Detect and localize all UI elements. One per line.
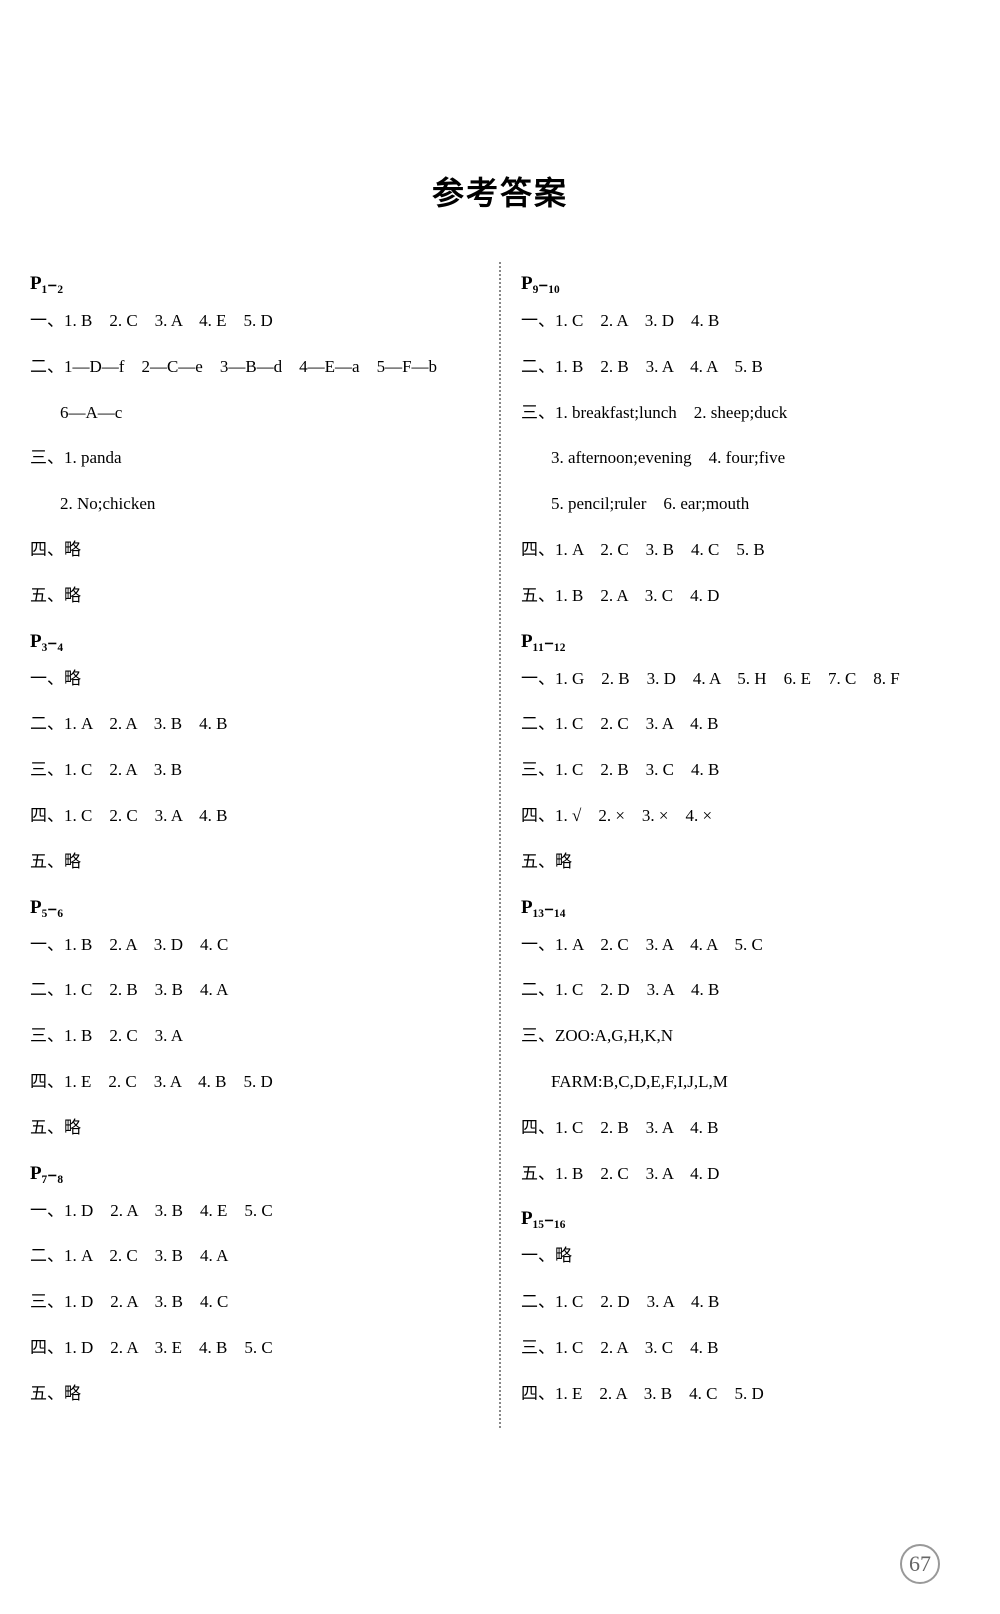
- section-p13-14-header: P₁₃₋₁₄: [521, 896, 970, 919]
- answer-line: 三、1. C 2. B 3. C 4. B: [521, 758, 970, 782]
- section-p7-8-header: P₇₋₈: [30, 1162, 479, 1185]
- answer-line: 四、1. A 2. C 3. B 4. C 5. B: [521, 538, 970, 562]
- page-title: 参考答案: [0, 168, 1000, 214]
- answer-line: FARM:B,C,D,E,F,I,J,L,M: [521, 1070, 970, 1094]
- answer-line: 五、略: [30, 1116, 479, 1140]
- answer-line: 一、1. G 2. B 3. D 4. A 5. H 6. E 7. C 8. …: [521, 667, 970, 691]
- section-p3-4-header: P₃₋₄: [30, 630, 479, 653]
- answer-line: 二、1—D—f 2—C—e 3—B—d 4—E—a 5—F—b: [30, 355, 479, 379]
- answer-line: 一、1. C 2. A 3. D 4. B: [521, 309, 970, 333]
- answer-line: 2. No;chicken: [30, 492, 479, 516]
- answer-line: 三、ZOO:A,G,H,K,N: [521, 1024, 970, 1048]
- answer-line: 三、1. panda: [30, 446, 479, 470]
- answer-line: 四、1. C 2. C 3. A 4. B: [30, 804, 479, 828]
- section-p11-12-header: P₁₁₋₁₂: [521, 630, 970, 653]
- right-column: P₉₋₁₀ 一、1. C 2. A 3. D 4. B 二、1. B 2. B …: [501, 262, 980, 1428]
- section-p5-6-header: P₅₋₆: [30, 896, 479, 919]
- answer-line: 一、略: [521, 1244, 970, 1268]
- left-column: P₁₋₂ 一、1. B 2. C 3. A 4. E 5. D 二、1—D—f …: [20, 262, 501, 1428]
- answer-line: 四、略: [30, 538, 479, 562]
- answer-line: 一、1. A 2. C 3. A 4. A 5. C: [521, 933, 970, 957]
- answer-line: 三、1. C 2. A 3. C 4. B: [521, 1336, 970, 1360]
- answer-line: 四、1. D 2. A 3. E 4. B 5. C: [30, 1336, 479, 1360]
- section-p15-16-header: P₁₅₋₁₆: [521, 1207, 970, 1230]
- answer-line: 五、1. B 2. C 3. A 4. D: [521, 1162, 970, 1186]
- answer-line: 四、1. √ 2. × 3. × 4. ×: [521, 804, 970, 828]
- answer-line: 二、1. A 2. C 3. B 4. A: [30, 1244, 479, 1268]
- page-number: 67: [900, 1544, 940, 1584]
- answer-line: 五、略: [30, 584, 479, 608]
- answer-line: 五、略: [30, 1382, 479, 1406]
- answer-line: 3. afternoon;evening 4. four;five: [521, 446, 970, 470]
- answer-line: 一、略: [30, 667, 479, 691]
- answer-line: 二、1. C 2. D 3. A 4. B: [521, 1290, 970, 1314]
- answer-line: 五、略: [521, 850, 970, 874]
- answer-line: 一、1. D 2. A 3. B 4. E 5. C: [30, 1199, 479, 1223]
- answer-line: 五、1. B 2. A 3. C 4. D: [521, 584, 970, 608]
- answer-line: 四、1. C 2. B 3. A 4. B: [521, 1116, 970, 1140]
- answer-line: 三、1. breakfast;lunch 2. sheep;duck: [521, 401, 970, 425]
- answer-line: 5. pencil;ruler 6. ear;mouth: [521, 492, 970, 516]
- answer-line: 二、1. C 2. B 3. B 4. A: [30, 978, 479, 1002]
- answer-line: 一、1. B 2. C 3. A 4. E 5. D: [30, 309, 479, 333]
- answer-line: 四、1. E 2. C 3. A 4. B 5. D: [30, 1070, 479, 1094]
- content-columns: P₁₋₂ 一、1. B 2. C 3. A 4. E 5. D 二、1—D—f …: [0, 262, 1000, 1428]
- answer-line: 二、1. C 2. D 3. A 4. B: [521, 978, 970, 1002]
- answer-line: 6—A—c: [30, 401, 479, 425]
- answer-line: 五、略: [30, 850, 479, 874]
- answer-line: 二、1. B 2. B 3. A 4. A 5. B: [521, 355, 970, 379]
- section-p1-2-header: P₁₋₂: [30, 272, 479, 295]
- answer-line: 三、1. C 2. A 3. B: [30, 758, 479, 782]
- answer-line: 一、1. B 2. A 3. D 4. C: [30, 933, 479, 957]
- answer-line: 三、1. D 2. A 3. B 4. C: [30, 1290, 479, 1314]
- answer-line: 四、1. E 2. A 3. B 4. C 5. D: [521, 1382, 970, 1406]
- answer-line: 二、1. A 2. A 3. B 4. B: [30, 712, 479, 736]
- answer-line: 三、1. B 2. C 3. A: [30, 1024, 479, 1048]
- answer-line: 二、1. C 2. C 3. A 4. B: [521, 712, 970, 736]
- section-p9-10-header: P₉₋₁₀: [521, 272, 970, 295]
